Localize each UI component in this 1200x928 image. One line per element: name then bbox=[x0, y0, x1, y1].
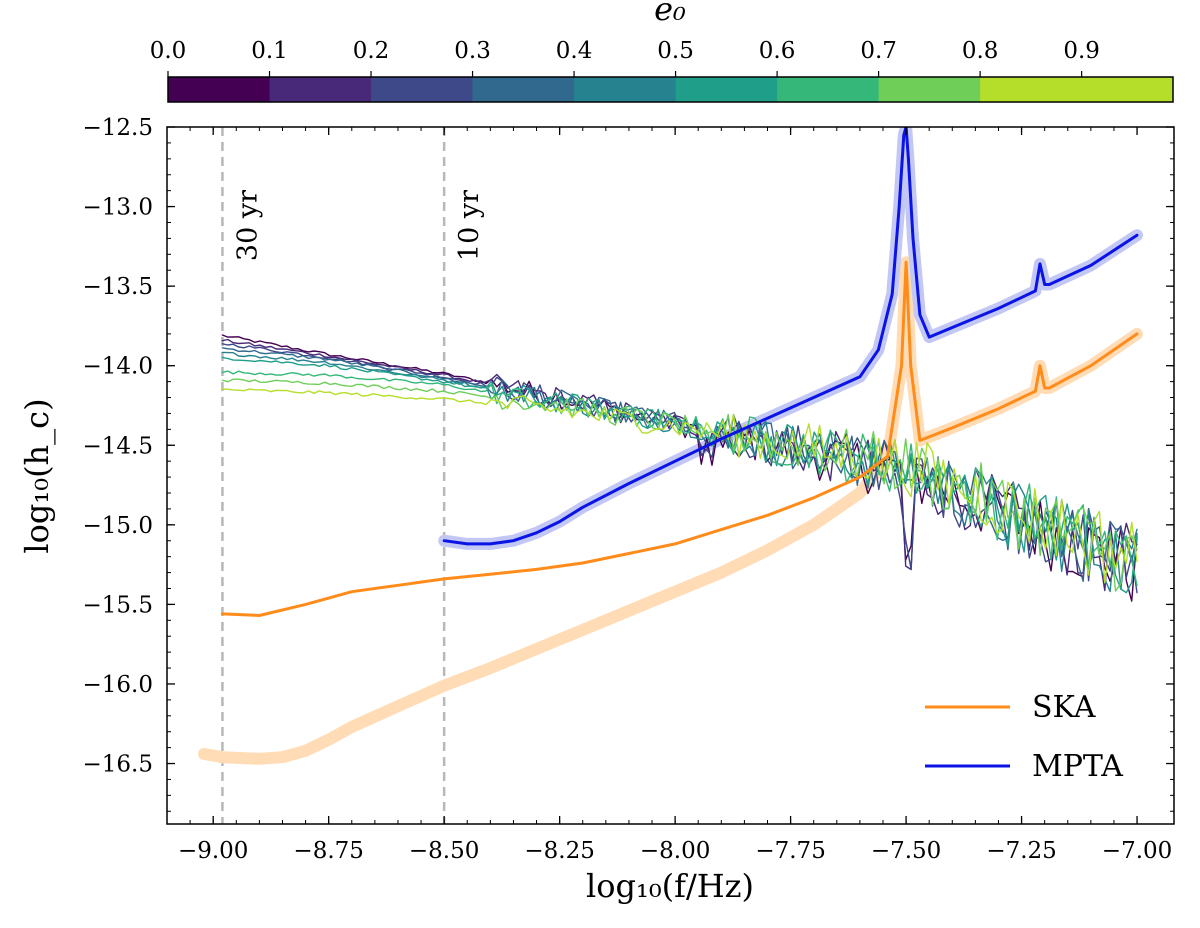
colorbar-tick-label: 0.9 bbox=[1063, 38, 1100, 64]
legend: SKA MPTA bbox=[925, 690, 1123, 784]
x-tick-label: −7.50 bbox=[871, 838, 941, 864]
colorbar-tick-label: 0.3 bbox=[454, 38, 491, 64]
colorbar-frame bbox=[167, 76, 1174, 103]
colorbar-label: e₀ bbox=[654, 0, 686, 28]
x-tick-label: −8.50 bbox=[409, 838, 479, 864]
series-e0-2 bbox=[221, 343, 1138, 594]
x-tick-label: −8.25 bbox=[524, 838, 594, 864]
series-e0-0 bbox=[221, 334, 1138, 602]
legend-label-ska: SKA bbox=[1032, 690, 1096, 725]
colorbar-block-3 bbox=[472, 77, 575, 102]
y-tick-label: −16.0 bbox=[83, 672, 153, 698]
series-mpta-expected- bbox=[438, 127, 1143, 550]
x-tick-label: −7.25 bbox=[986, 838, 1056, 864]
x-tick-label: −8.00 bbox=[640, 838, 710, 864]
y-tick-label: −15.5 bbox=[83, 592, 153, 618]
colorbar-tick-label: 0.7 bbox=[860, 38, 897, 64]
colorbar-block-6 bbox=[777, 77, 880, 102]
series-mpta bbox=[442, 127, 1139, 546]
y-tick-label: −13.0 bbox=[83, 195, 153, 221]
series-e0-1 bbox=[221, 338, 1138, 592]
x-tick-label: −7.00 bbox=[1102, 838, 1172, 864]
colorbar-block-8 bbox=[980, 77, 1174, 102]
series-ska bbox=[220, 260, 1139, 617]
colorbar-block-2 bbox=[371, 77, 474, 102]
x-tick-label: −7.75 bbox=[755, 838, 825, 864]
y-tick-label: −16.5 bbox=[83, 752, 153, 778]
series-e0-4 bbox=[221, 351, 1138, 593]
x-tick-label: −9.00 bbox=[178, 838, 248, 864]
series-e0-8 bbox=[221, 388, 1138, 584]
y-tick-label: −14.5 bbox=[83, 433, 153, 459]
colorbar-tick-label: 0.8 bbox=[962, 38, 999, 64]
colorbar-block-0 bbox=[168, 77, 271, 102]
colorbar-block-5 bbox=[675, 77, 778, 102]
vline-label-1: 10 yr bbox=[454, 190, 485, 261]
y-tick-label: −13.5 bbox=[83, 274, 153, 300]
colorbar-block-7 bbox=[878, 77, 981, 102]
colorbar-block-4 bbox=[574, 77, 677, 102]
x-axis-label: log₁₀(f/Hz) bbox=[586, 867, 754, 905]
x-tick-label: −8.75 bbox=[293, 838, 363, 864]
y-tick-label: −15.0 bbox=[83, 513, 153, 539]
colorbar-tick-label: 0.4 bbox=[556, 38, 593, 64]
series-e0-5 bbox=[221, 356, 1138, 594]
series-ska-expected- bbox=[198, 256, 1143, 765]
plot-frame bbox=[166, 126, 1175, 825]
y-tick-label: −14.0 bbox=[83, 354, 153, 380]
y-axis-label: log₁₀(h_c) bbox=[18, 398, 56, 553]
colorbar-tick-label: 0.2 bbox=[353, 38, 390, 64]
eccentricity-colorbar: 0.0 0.1 0.2 0.3 0.4 0.5 0.6 0.7 0.8 0.9 e₀ bbox=[150, 0, 1174, 103]
legend-label-mpta: MPTA bbox=[1032, 749, 1123, 784]
colorbar-tick-label: 0.5 bbox=[657, 38, 694, 64]
vline-label-0: 30 yr bbox=[232, 190, 263, 261]
y-tick-label: −12.5 bbox=[83, 115, 153, 141]
colorbar-tick-label: 0.1 bbox=[251, 38, 288, 64]
colorbar-block-1 bbox=[269, 77, 372, 102]
colorbar-tick-label: 0.0 bbox=[150, 38, 187, 64]
colorbar-tick-label: 0.6 bbox=[759, 38, 796, 64]
